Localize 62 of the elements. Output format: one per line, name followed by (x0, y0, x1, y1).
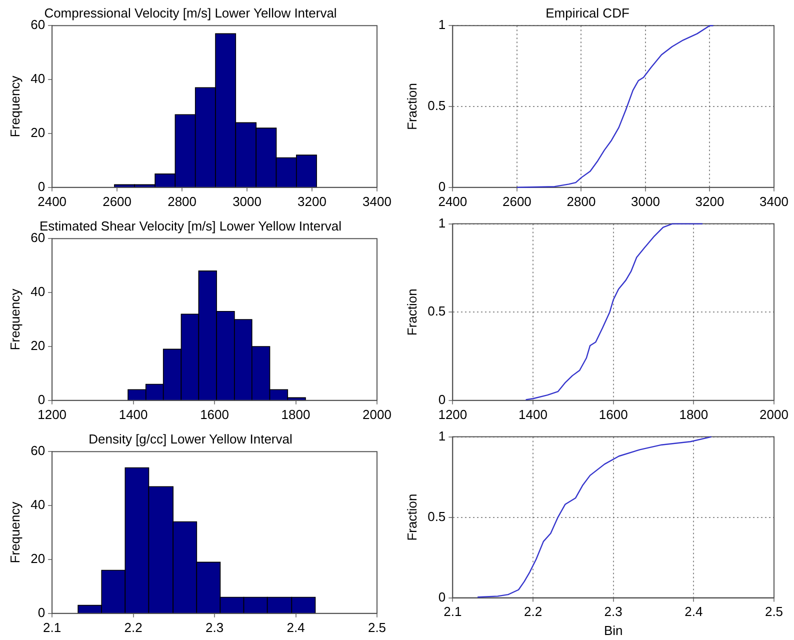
x-tick-label: 3000 (631, 194, 660, 209)
y-tick-label: 0.5 (428, 508, 446, 524)
y-axis-title: Frequency (7, 75, 22, 138)
x-tick-label: 1800 (679, 406, 708, 422)
x-tick-label: 2600 (502, 194, 532, 209)
y-tick-label: 60 (30, 17, 46, 32)
y-tick-label: 20 (30, 125, 46, 140)
x-tick-label: 1200 (38, 406, 67, 422)
y-tick-label: 40 (30, 71, 46, 86)
x-tick-label: 2000 (760, 406, 788, 422)
x-tick-label: 2400 (38, 194, 67, 209)
x-tick-label: 2600 (102, 194, 132, 209)
y-tick-label: 0 (38, 392, 46, 407)
x-tick-label: 1400 (518, 406, 548, 422)
x-tick-label: 1600 (598, 406, 628, 422)
x-tick-label: 1400 (118, 406, 148, 422)
chart-title: Density [g/cc] Lower Yellow Interval (88, 431, 292, 446)
x-tick-label: 1800 (281, 406, 310, 422)
x-tick-label: 2.5 (764, 604, 784, 620)
chart-title: Compressional Velocity [m/s] Lower Yellow Interval (44, 5, 337, 20)
x-tick-label: 2.1 (444, 604, 462, 620)
y-tick-label: 0.5 (428, 304, 446, 319)
y-tick-label: 0 (438, 589, 446, 604)
chart-title: Empirical CDF (546, 5, 630, 20)
y-tick-label: 1 (438, 17, 446, 32)
y-tick-label: 1 (438, 215, 446, 230)
y-tick-label: 40 (30, 497, 46, 512)
y-axis-title: Frequency (7, 288, 22, 350)
x-tick-label: 2.3 (205, 620, 224, 635)
y-tick-label: 40 (30, 284, 46, 300)
x-tick-label: 2400 (438, 194, 468, 209)
x-tick-label: 3400 (362, 194, 392, 209)
y-tick-label: 1 (438, 428, 446, 444)
y-axis-title: Fraction (404, 494, 420, 541)
y-tick-label: 0 (438, 178, 446, 194)
x-tick-label: 3000 (232, 194, 262, 209)
y-axis-title: Fraction (404, 83, 420, 130)
x-tick-label: 2.4 (286, 620, 305, 635)
y-tick-label: 20 (30, 338, 46, 354)
y-tick-label: 0 (38, 604, 46, 620)
x-tick-label: 1200 (438, 406, 468, 422)
x-tick-label: 3200 (298, 194, 326, 209)
x-tick-label: 3200 (695, 194, 724, 209)
y-tick-label: 60 (30, 443, 46, 458)
x-axis-title: Bin (604, 622, 623, 638)
x-tick-label: 2800 (168, 194, 196, 209)
y-tick-label: 20 (30, 551, 46, 566)
x-tick-label: 2000 (362, 406, 392, 422)
y-tick-label: 0 (38, 178, 46, 194)
y-tick-label: 0.5 (428, 98, 446, 114)
y-tick-label: 0 (438, 392, 446, 407)
x-tick-label: 2.3 (604, 604, 622, 620)
y-axis-title: Frequency (7, 501, 22, 564)
x-tick-label: 2.2 (524, 604, 542, 620)
x-tick-label: 3400 (760, 194, 788, 209)
x-tick-label: 2.2 (124, 620, 142, 635)
x-tick-label: 1600 (200, 406, 229, 422)
x-tick-label: 2800 (566, 194, 596, 209)
x-tick-label: 2.1 (43, 620, 62, 635)
x-tick-label: 2.4 (684, 604, 703, 620)
x-tick-label: 2.5 (368, 620, 386, 635)
y-axis-title: Fraction (404, 288, 420, 336)
